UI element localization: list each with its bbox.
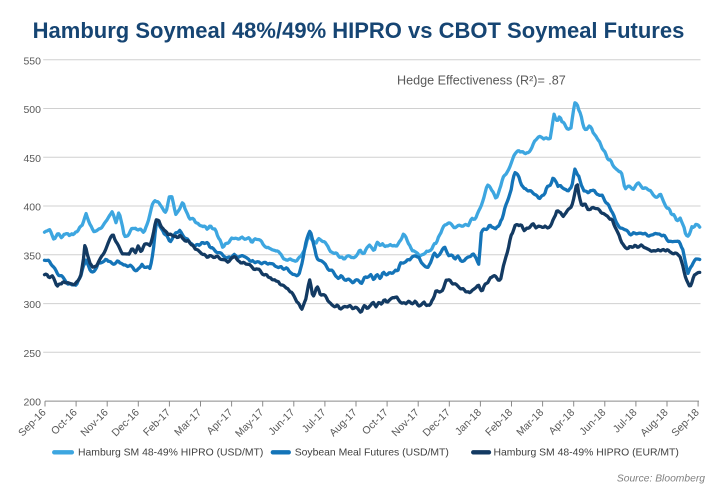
- svg-text:300: 300: [23, 299, 41, 311]
- svg-text:400: 400: [23, 202, 41, 214]
- svg-text:200: 200: [23, 397, 41, 409]
- svg-text:550: 550: [23, 55, 41, 67]
- svg-text:250: 250: [23, 348, 41, 360]
- svg-text:Hamburg Soymeal 48%/49% HIPRO: Hamburg Soymeal 48%/49% HIPRO vs CBOT So…: [33, 18, 685, 43]
- svg-text:Hamburg SM 48-49% HIPRO (USD/M: Hamburg SM 48-49% HIPRO (USD/MT): [78, 448, 263, 459]
- svg-text:500: 500: [23, 104, 41, 116]
- svg-text:Soybean Meal Futures (USD/MT): Soybean Meal Futures (USD/MT): [295, 448, 449, 459]
- svg-text:450: 450: [23, 153, 41, 165]
- svg-text:Source: Bloomberg: Source: Bloomberg: [617, 474, 705, 485]
- svg-text:Hamburg SM 48-49% HIPRO (EUR/M: Hamburg SM 48-49% HIPRO (EUR/MT): [494, 448, 679, 459]
- svg-text:Hedge Effectiveness (R²)= .87: Hedge Effectiveness (R²)= .87: [397, 74, 566, 88]
- svg-text:350: 350: [23, 250, 41, 262]
